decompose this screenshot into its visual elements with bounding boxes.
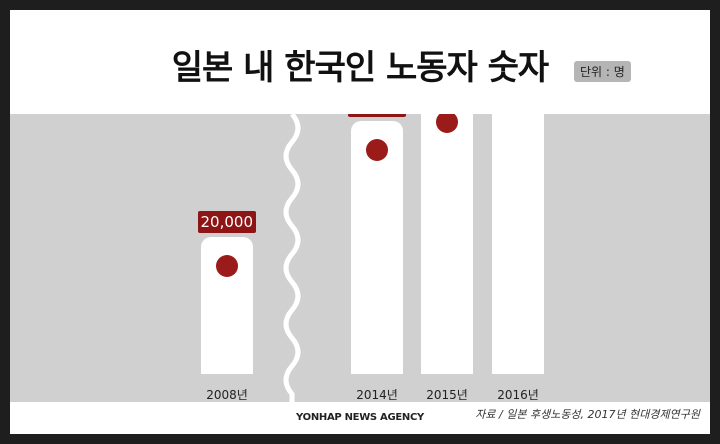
- chart-title: 일본 내 한국인 노동자 숫자: [171, 48, 549, 88]
- axis-break-icon: [283, 114, 301, 402]
- x-tick-label: 2016년: [497, 388, 539, 402]
- chart-bar: [421, 114, 473, 374]
- chart-plot-area: 20,0002008년37,0002014년41,0002015년48,0002…: [10, 114, 710, 402]
- agency-logo-text: YONHAP NEWS AGENCY: [296, 412, 424, 423]
- unit-badge: 단위 : 명: [574, 61, 631, 82]
- x-tick-label: 2008년: [206, 388, 248, 402]
- x-tick-label: 2015년: [426, 388, 468, 402]
- footer: YONHAP NEWS AGENCY 자료 / 일본 후생노동성, 2017년 …: [10, 402, 710, 434]
- data-label: 20,000: [197, 211, 256, 233]
- chart-bar: [492, 114, 544, 374]
- value-marker: [436, 114, 458, 133]
- source-note: 자료 / 일본 후생노동성, 2017년 현대경제연구원: [475, 408, 700, 421]
- data-label: 37,000: [347, 114, 406, 117]
- value-marker: [366, 139, 388, 161]
- value-marker: [216, 255, 238, 277]
- chart-bar: [351, 121, 403, 374]
- infographic-frame: 일본 내 한국인 노동자 숫자 단위 : 명 20,000 2008년 37,000…: [10, 10, 710, 434]
- x-tick-label: 2014년: [356, 388, 398, 402]
